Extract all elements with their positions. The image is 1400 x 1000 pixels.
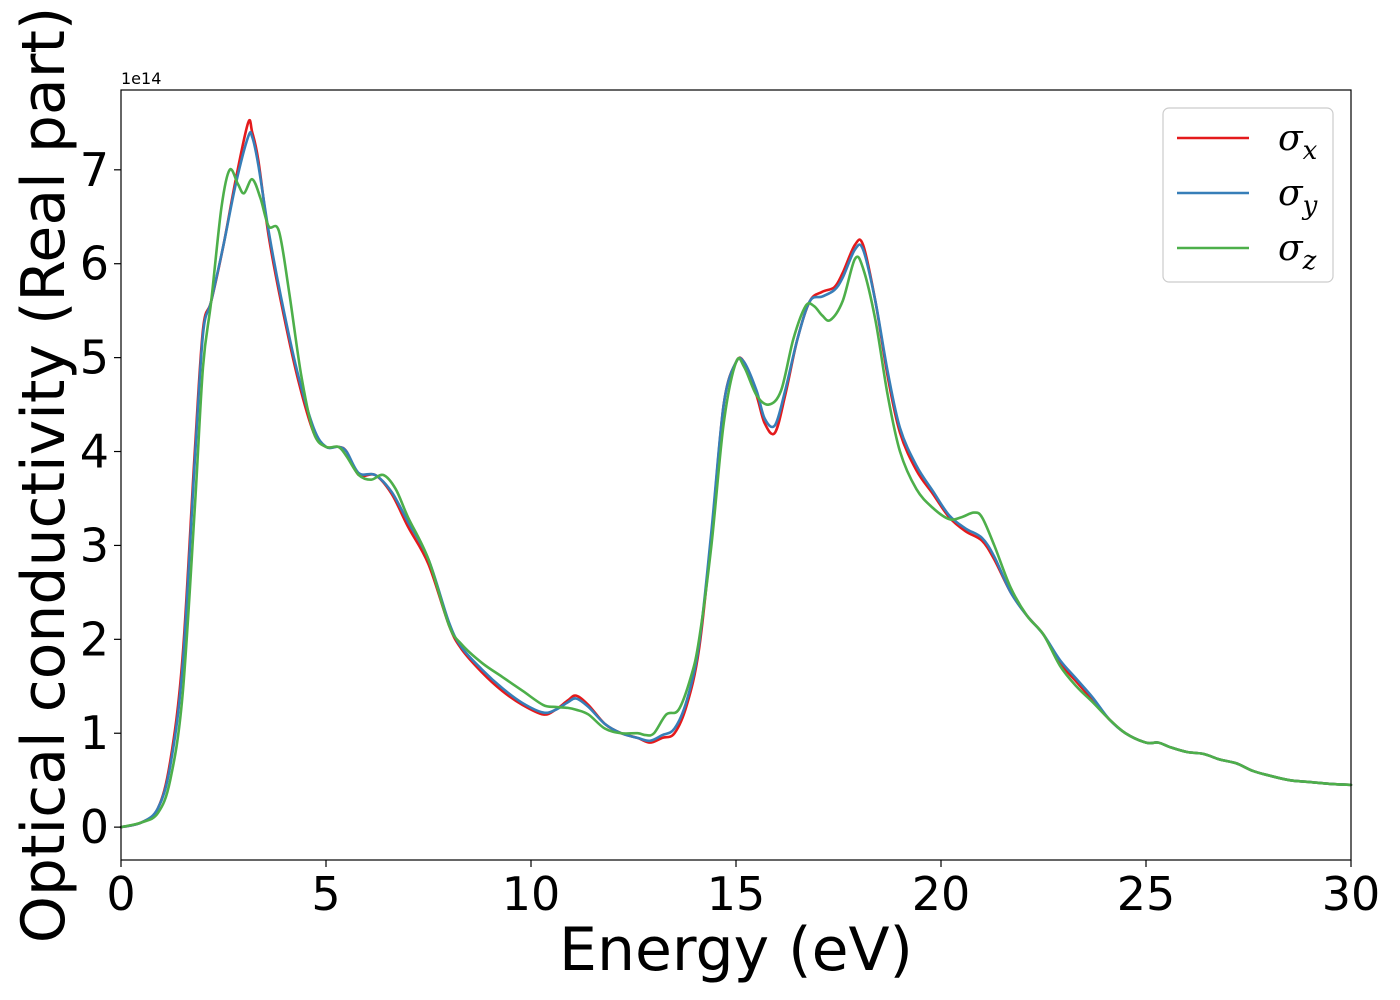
y-tick-label: 4: [80, 425, 109, 479]
series-layer: [119, 118, 1353, 829]
y-tick-label: 7: [80, 143, 109, 197]
legend-label-y: σy: [1278, 173, 1318, 221]
x-tick-label: 5: [311, 867, 340, 921]
legend-label-x: σx: [1278, 118, 1318, 166]
x-tick-label: 0: [106, 867, 135, 921]
legend-label-z: σz: [1278, 228, 1317, 276]
y-axis-label: Optical conductivity (Real part): [9, 7, 79, 944]
legend-frame: [1162, 107, 1334, 283]
x-axis-ticks: 0 5 10 15 20 25 30: [106, 860, 1380, 921]
x-tick-label: 30: [1322, 867, 1381, 921]
legend: σx σy σz: [1162, 107, 1334, 283]
y-offset-label: 1e14: [121, 69, 161, 88]
x-tick-label: 10: [502, 867, 561, 921]
x-tick-label: 15: [707, 867, 766, 921]
y-tick-label: 2: [80, 612, 109, 666]
y-tick-label: 5: [80, 331, 109, 385]
series-line-z: [119, 167, 1353, 829]
y-tick-label: 0: [80, 800, 109, 854]
x-tick-label: 20: [912, 867, 971, 921]
x-tick-label: 25: [1117, 867, 1176, 921]
y-tick-label: 3: [80, 518, 109, 572]
y-tick-label: 6: [80, 237, 109, 291]
x-axis-label: Energy (eV): [559, 915, 913, 985]
y-tick-label: 1: [80, 706, 109, 760]
y-axis-ticks: 0 1 2 3 4 5 6 7: [80, 143, 121, 854]
series-line-y: [119, 130, 1353, 829]
